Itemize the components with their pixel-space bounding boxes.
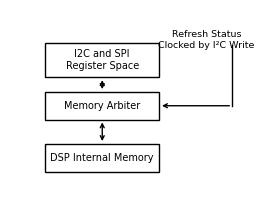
Text: DSP Internal Memory: DSP Internal Memory [50, 153, 154, 163]
Bar [45, 43, 159, 77]
Text: Refresh Status
Clocked by I²C Write: Refresh Status Clocked by I²C Write [158, 30, 255, 50]
Bar [45, 144, 159, 172]
Bar [45, 92, 159, 120]
Text: I2C and SPI
Register Space: I2C and SPI Register Space [66, 49, 139, 71]
Text: Memory Arbiter: Memory Arbiter [64, 101, 140, 111]
